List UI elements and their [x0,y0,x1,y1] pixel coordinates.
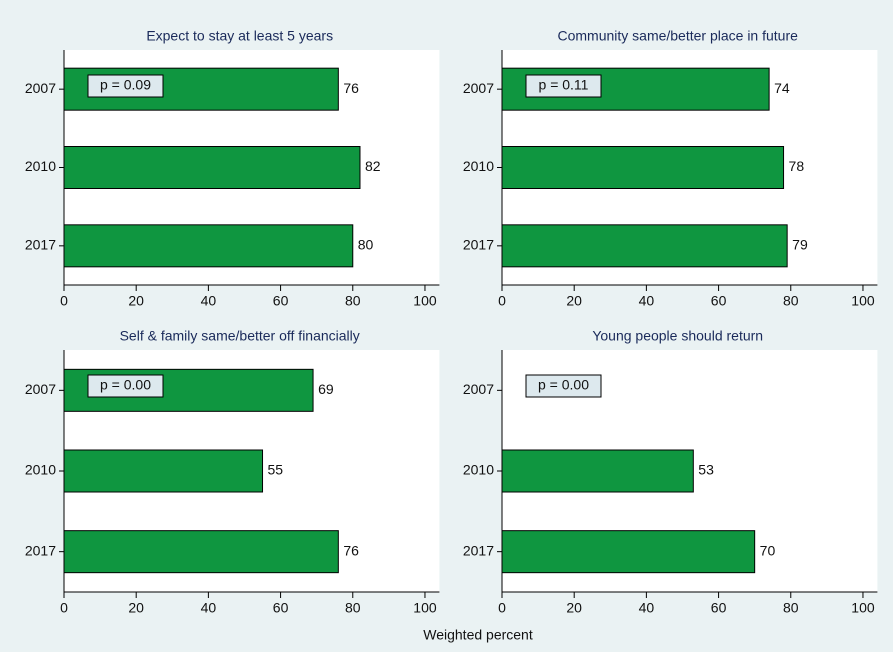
x-tick-label: 100 [413,600,437,616]
value-label: 79 [792,237,808,253]
annotation-box [525,374,602,398]
bar [63,530,339,574]
y-tick-label: 2010 [25,462,56,478]
x-tick-label: 20 [128,600,144,616]
value-label: 53 [698,462,714,478]
x-tick-label: 100 [413,293,437,309]
x-tick-label: 100 [851,293,875,309]
panel-title: Expect to stay at least 5 years [146,28,333,44]
annotation-box [87,74,164,98]
bar [501,530,756,574]
y-tick-label: 2010 [463,158,494,174]
x-tick-label: 20 [128,293,144,309]
value-label: 55 [268,462,284,478]
y-tick-label: 2017 [25,237,56,253]
x-tick-label: 80 [783,293,799,309]
x-tick-label: 0 [60,600,68,616]
y-tick-label: 2007 [25,80,56,96]
bar [501,224,788,268]
bar [63,146,361,189]
value-label: 78 [789,158,805,174]
panel-title: Community same/better place in future [557,28,798,44]
annotation-box [525,74,602,98]
value-label: 76 [343,80,359,96]
value-label: 70 [760,542,776,558]
x-tick-label: 0 [498,293,506,309]
x-tick-label: 60 [711,293,727,309]
x-tick-label: 60 [711,600,727,616]
bar [63,224,354,268]
x-tick-label: 100 [851,600,875,616]
bar [501,449,694,493]
annotation: p = 0.00 [538,377,589,393]
y-tick-label: 2007 [25,381,56,397]
x-tick-label: 40 [201,600,217,616]
panel-title: Self & family same/better off financiall… [120,328,360,344]
y-tick-label: 2017 [25,542,56,558]
x-tick-label: 40 [639,600,655,616]
x-tick-label: 0 [498,600,506,616]
panel-title: Young people should return [592,328,763,344]
annotation-box [87,374,164,398]
x-tick-label: 20 [566,600,582,616]
x-axis-label: Weighted percent [423,627,533,643]
bar [501,146,785,189]
x-tick-label: 80 [345,293,361,309]
x-tick-label: 80 [783,600,799,616]
x-tick-label: 40 [639,293,655,309]
y-tick-label: 2017 [463,237,494,253]
y-tick-label: 2007 [463,80,494,96]
value-label: 69 [318,381,334,397]
y-tick-label: 2010 [463,462,494,478]
y-tick-label: 2010 [25,158,56,174]
annotation: p = 0.11 [539,77,589,93]
y-tick-label: 2007 [463,381,494,397]
annotation: p = 0.09 [100,77,151,93]
x-tick-label: 0 [60,293,68,309]
annotation: p = 0.00 [100,377,151,393]
value-label: 74 [774,80,790,96]
x-tick-label: 60 [273,600,289,616]
value-label: 82 [365,158,381,174]
y-tick-label: 2017 [463,542,494,558]
bar [63,449,264,493]
value-label: 80 [358,237,374,253]
x-tick-label: 20 [566,293,582,309]
value-label: 76 [343,542,359,558]
x-tick-label: 40 [201,293,217,309]
x-tick-label: 60 [273,293,289,309]
x-tick-label: 80 [345,600,361,616]
